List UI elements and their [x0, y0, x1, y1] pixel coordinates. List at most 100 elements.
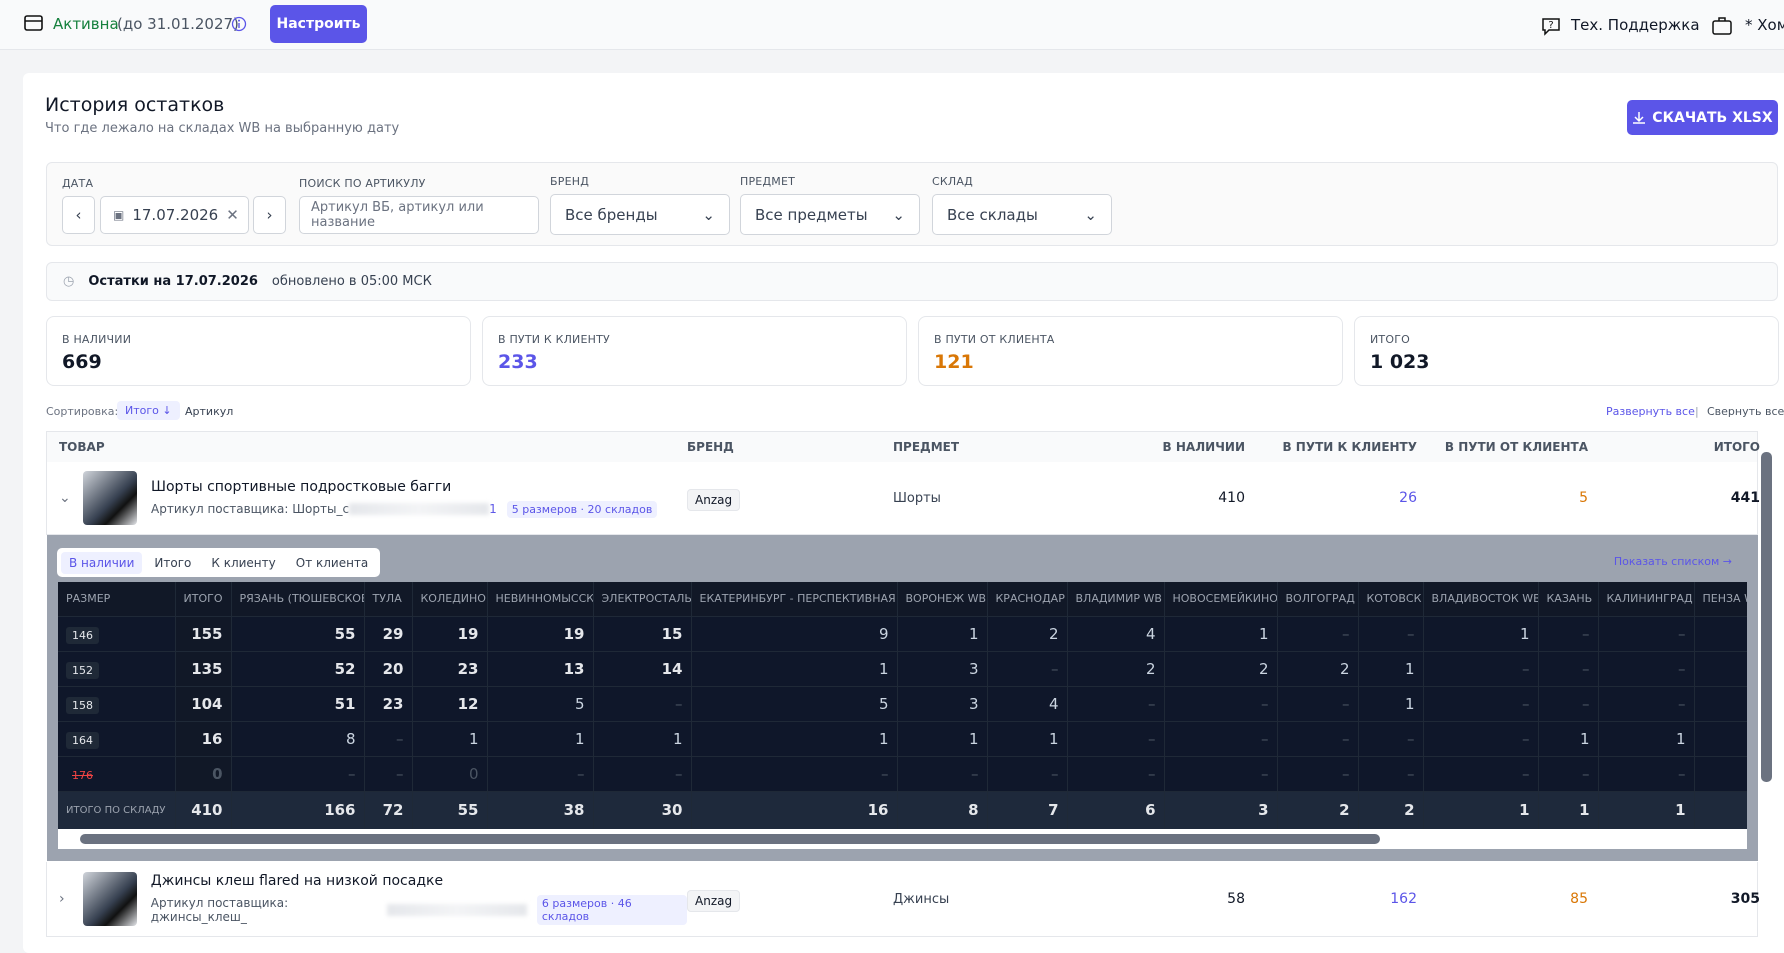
date-value: 17.07.2026: [132, 206, 219, 224]
sort-option[interactable]: Артикул: [185, 405, 234, 418]
detail-cell: 1: [1358, 651, 1424, 687]
detail-cell: –: [1598, 756, 1695, 792]
detail-cell: –: [364, 721, 413, 757]
filters-panel: ДАТА ‹ ▣ 17.07.2026 ✕ › ПОИСК ПО АРТИКУЛУ …: [46, 162, 1778, 246]
detail-cell: 1: [412, 721, 488, 757]
next-date-button[interactable]: ›: [253, 196, 286, 234]
detail-cell: –: [1067, 686, 1165, 722]
detail-panel: В наличии Итого К клиенту От клиента Показа…: [47, 535, 1758, 861]
detail-cell: 3: [897, 651, 988, 687]
in-stock: 58: [1227, 891, 1245, 907]
detail-tab[interactable]: От клиента: [295, 555, 369, 570]
subject: Джинсы: [893, 891, 950, 907]
expand-toggle[interactable]: ›: [59, 891, 65, 907]
detail-cell: –: [1538, 616, 1599, 652]
detail-cell: 19: [487, 616, 594, 652]
detail-cell: 4: [987, 686, 1068, 722]
subject-select[interactable]: Все предметы ⌄: [740, 194, 920, 235]
size-label: 176: [72, 768, 93, 782]
filter-label: ПОИСК ПО АРТИКУЛУ: [299, 177, 426, 190]
summary-value: 669: [62, 351, 102, 373]
detail-cell: 146: [58, 616, 176, 652]
detail-cell: [1694, 686, 1747, 722]
detail-cell: –: [1067, 721, 1165, 757]
detail-cell: 1: [1358, 686, 1424, 722]
warehouse-value: Все склады: [947, 205, 1038, 224]
subject: Шорты: [893, 490, 941, 506]
scroll-thumb[interactable]: [80, 834, 1380, 844]
detail-tab[interactable]: Итого: [154, 555, 192, 570]
total-cell: 166: [231, 791, 365, 829]
total-cell: 1: [1538, 791, 1599, 829]
detail-column-header: РАЗМЕР: [58, 582, 176, 617]
detail-row: 176 0– –0– – – – – – – – – – – –: [58, 756, 1747, 792]
detail-cell: 0: [412, 756, 488, 792]
detail-cell: [1694, 651, 1747, 687]
to-client: 26: [1399, 490, 1417, 506]
detail-cell: –: [1277, 721, 1359, 757]
collapse-all[interactable]: Свернуть все: [1707, 405, 1784, 418]
total-cell: 3: [1164, 791, 1278, 829]
download-icon: [1633, 111, 1646, 124]
detail-row: 146 155 55 29 19 19 15 9 1 2 4 1– –1– –: [58, 616, 1747, 652]
detail-tabs: В наличии Итого К клиенту От клиента: [57, 548, 381, 577]
brand-select[interactable]: Все бренды ⌄: [550, 194, 730, 235]
search-input[interactable]: Артикул ВБ, артикул или название: [299, 196, 539, 234]
total-cell: 30: [593, 791, 692, 829]
support-link[interactable]: Тех. Поддержка: [1571, 16, 1700, 34]
expand-toggle[interactable]: ⌄: [59, 490, 71, 506]
detail-column-header: ИТОГО: [175, 582, 232, 617]
detail-cell: 2: [987, 616, 1068, 652]
detail-cell: [1694, 756, 1747, 792]
article-line: Артикул поставщика: Шорты_с 1 5 размеров ·…: [151, 500, 658, 518]
summary-card: В ПУТИ ОТ КЛИЕНТА 121: [918, 316, 1343, 386]
detail-cell: 15: [593, 616, 692, 652]
size-label: 164: [66, 731, 99, 749]
detail-column-header: ЕКАТЕРИНБУРГ - ПЕРСПЕКТИВНАЯ 14: [691, 582, 898, 617]
detail-cell: 19: [412, 616, 488, 652]
detail-cell: –: [1164, 686, 1278, 722]
subject-value: Все предметы: [755, 205, 868, 224]
detail-cell: 158: [58, 686, 176, 722]
warehouse-select[interactable]: Все склады ⌄: [932, 194, 1112, 235]
expand-all[interactable]: Развернуть все: [1606, 405, 1695, 418]
detail-tab[interactable]: В наличии: [61, 551, 143, 574]
prev-date-button[interactable]: ‹: [62, 196, 95, 234]
article-line: Артикул поставщика: джинсы_клеш_ 6 размер…: [151, 895, 687, 925]
from-client: 5: [1579, 490, 1588, 506]
page-subtitle: Что где лежало на складах WB на выбранну…: [45, 121, 400, 136]
total-cell: 8: [897, 791, 988, 829]
info-bar: ◷ Остатки на 17.07.2026 обновлено в 05:00 …: [46, 262, 1778, 301]
date-input[interactable]: ▣ 17.07.2026 ✕: [100, 196, 249, 234]
column-header: В НАЛИЧИИ: [1162, 440, 1245, 454]
detail-column-header: ПЕНЗА WB: [1694, 582, 1747, 617]
sort-option[interactable]: Итого ↓: [117, 401, 180, 420]
brand-tag: Anzag: [687, 488, 741, 511]
detail-cell: –: [691, 756, 898, 792]
detail-cell: 52: [231, 651, 365, 687]
download-button[interactable]: СКАЧАТЬ XLSX: [1627, 100, 1778, 135]
configure-button[interactable]: Настроить: [270, 5, 367, 43]
show-list[interactable]: Показать списком →: [1613, 555, 1732, 568]
detail-row: 158 104 51 23 12 5–5 3 4– – –1– – –: [58, 686, 1747, 722]
detail-column-header: ВЛАДИВОСТОК WB: [1423, 582, 1539, 617]
detail-cell: 155: [175, 616, 232, 652]
detail-cell: –: [1423, 651, 1539, 687]
detail-cell: –: [364, 756, 413, 792]
detail-cell: –: [1358, 616, 1424, 652]
detail-tab[interactable]: К клиенту: [211, 555, 276, 570]
total-cell: 16: [691, 791, 898, 829]
detail-cell: –: [1598, 616, 1695, 652]
article: Артикул поставщика: Шорты_с: [151, 502, 350, 516]
table-header: ТОВАР БРЕНД ПРЕДМЕТ В НАЛИЧИИ В ПУТИ К КЛИЕН…: [46, 431, 1760, 463]
detail-cell: 104: [175, 686, 232, 722]
v-scrollbar[interactable]: [1761, 452, 1772, 782]
detail-table-wrap: РАЗМЕР ИТОГО РЯЗАНЬ (ТЮШЕВСКОЕ) ТУЛА КОЛЕДИН…: [58, 582, 1747, 829]
detail-cell: –: [1423, 756, 1539, 792]
svg-text:?: ?: [1548, 20, 1553, 31]
total-cell: 2: [1277, 791, 1359, 829]
account-name[interactable]: * Хом: [1745, 16, 1784, 34]
detail-cell: 2: [1067, 651, 1165, 687]
detail-cell: 1: [487, 721, 594, 757]
summary-value: 233: [498, 351, 538, 373]
